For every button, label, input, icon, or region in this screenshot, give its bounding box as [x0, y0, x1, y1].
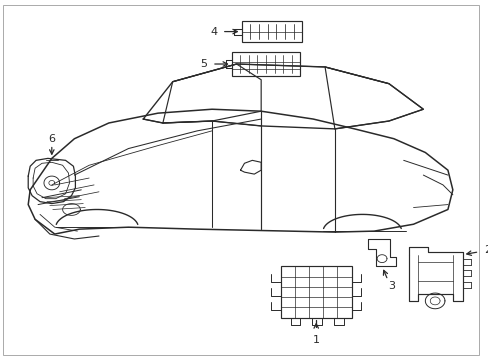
- Text: 1: 1: [312, 335, 319, 345]
- Bar: [280, 266, 351, 318]
- Text: 3: 3: [387, 281, 395, 291]
- Text: 6: 6: [48, 134, 55, 144]
- Bar: [231, 52, 300, 76]
- Text: 4: 4: [210, 27, 217, 37]
- Text: 2: 2: [483, 245, 488, 255]
- Text: 5: 5: [200, 59, 207, 69]
- Bar: [241, 21, 302, 42]
